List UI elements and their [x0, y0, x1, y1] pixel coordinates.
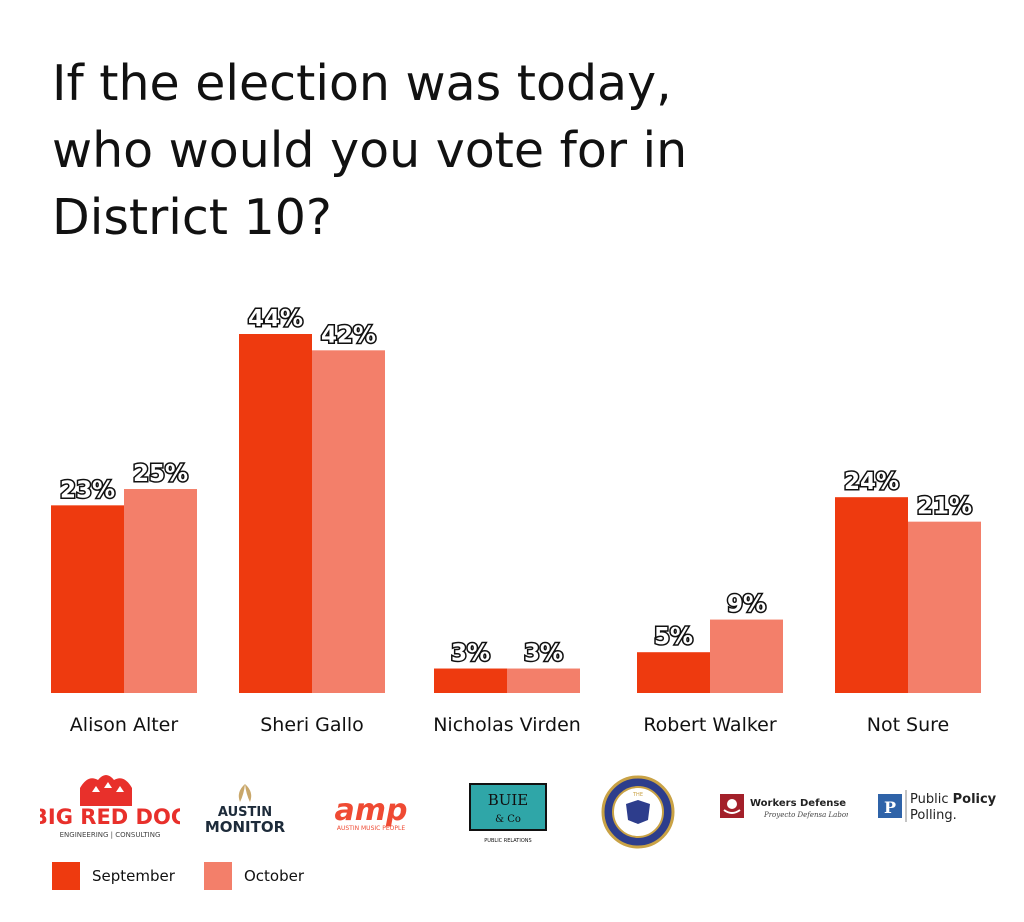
data-label-october-2: 42% — [321, 322, 376, 348]
data-label-september-1: 23% — [60, 477, 115, 503]
buie-sub: PUBLIC RELATIONS — [484, 838, 531, 844]
bar-september-5 — [835, 497, 908, 693]
title-line-3: District 10? — [52, 189, 332, 246]
bigreddog-text: BIG RED DOG — [40, 805, 180, 829]
data-label-september-4: 5% — [654, 624, 693, 650]
amp-text: amp — [335, 794, 408, 828]
data-label-october-1: 25% — [133, 461, 188, 487]
title-line-1: If the election was today, — [52, 55, 672, 112]
bar-september-3 — [434, 668, 507, 693]
seal-logo: THE — [600, 774, 676, 850]
bar-september-4 — [637, 652, 710, 693]
austin-monitor-logo: AUSTIN MONITOR — [200, 780, 290, 840]
legend-label-september: September — [92, 867, 175, 885]
legend-swatch-september — [52, 862, 80, 890]
legend-item-september: September — [52, 862, 175, 890]
legend-label-october: October — [244, 867, 305, 885]
buie-logo: BUIE & Co PUBLIC RELATIONS — [465, 782, 551, 846]
wdp-sub: Proyecto Defensa Laboral — [763, 811, 848, 819]
bigreddog-sub: ENGINEERING | CONSULTING — [60, 831, 161, 839]
data-label-september-3: 3% — [451, 641, 490, 667]
amp-logo: amp AUSTIN MUSIC PEOPLE — [315, 793, 430, 834]
bar-october-3 — [507, 668, 580, 693]
ppp-line1-a: Public — [910, 792, 953, 807]
seal-text: THE — [632, 792, 643, 798]
category-label-2: Sheri Gallo — [260, 714, 363, 736]
austin-monitor-line2: MONITOR — [205, 818, 286, 836]
bar-chart: 23% 25% Alison Alter 44% 42% Sheri Gallo 3% 3% N… — [51, 305, 981, 736]
bar-september-2 — [239, 334, 312, 693]
wdp-name: Workers Defense Project — [750, 798, 848, 809]
legend-item-october: October — [204, 862, 304, 890]
ppp-line1-b: Policy — [953, 792, 996, 807]
data-label-september-5: 24% — [844, 469, 899, 495]
category-label-1: Alison Alter — [70, 714, 179, 736]
category-label-4: Robert Walker — [643, 714, 777, 736]
bar-october-5 — [908, 521, 981, 693]
buie-line1: BUIE — [488, 791, 529, 809]
data-label-october-3: 3% — [524, 641, 563, 667]
ppp-line2: Polling. — [910, 808, 957, 823]
category-label-3: Nicholas Virden — [433, 714, 581, 736]
bar-october-1 — [124, 489, 197, 693]
bar-september-1 — [51, 505, 124, 693]
title-line-2: who would you vote for in — [52, 122, 688, 179]
bigreddog-logo: BIG RED DOG ENGINEERING | CONSULTING — [32, 768, 188, 840]
amp-sub: AUSTIN MUSIC PEOPLE — [337, 825, 405, 832]
buie-line2: & Co — [495, 814, 521, 825]
legend-swatch-october — [204, 862, 232, 890]
svg-text:P: P — [884, 798, 896, 817]
data-label-october-4: 9% — [727, 592, 766, 618]
bar-october-2 — [312, 350, 385, 693]
svg-text:Public Policy: Public Policy — [910, 792, 996, 807]
data-label-september-2: 44% — [248, 306, 303, 332]
ppp-logo: P Public Policy Polling. — [876, 786, 997, 826]
category-label-5: Not Sure — [867, 714, 950, 736]
workers-defense-logo: Workers Defense Project Proyecto Defensa… — [718, 792, 890, 822]
sponsor-logos: BIG RED DOG ENGINEERING | CONSULTING AUS… — [0, 760, 1024, 850]
data-label-october-5: 21% — [917, 494, 972, 520]
chart-title: If the election was today, who would you… — [52, 50, 952, 251]
bar-october-4 — [710, 619, 783, 693]
austin-monitor-line1: AUSTIN — [218, 805, 272, 820]
